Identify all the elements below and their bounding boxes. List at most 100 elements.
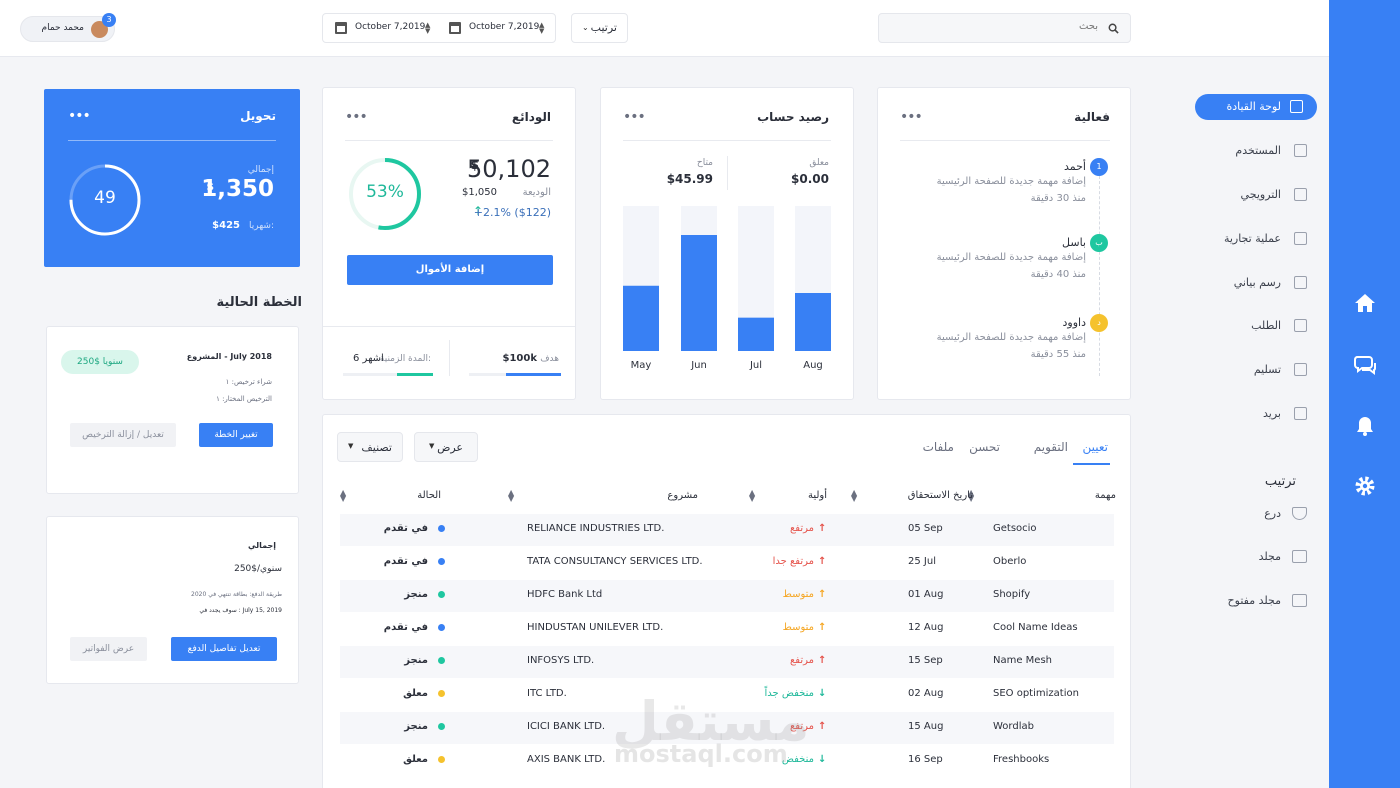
sidebar-item-5[interactable]: الطلب <box>1194 313 1329 339</box>
table-row[interactable]: Cool Name Ideas 12 Aug ↑ متوسط HINDUSTAN… <box>340 613 1114 645</box>
sidebar-section-item-2[interactable]: مجلد مفتوح <box>1194 588 1329 614</box>
filter-label: تصنيف <box>361 441 392 454</box>
more-icon[interactable]: ••• <box>68 108 91 124</box>
tab-1[interactable]: التقويم <box>1033 440 1068 454</box>
view-dropdown[interactable]: ▼ عرض <box>414 432 478 462</box>
sidebar-item-label: مجلد مفتوح <box>1227 594 1281 607</box>
sidebar-item-2[interactable]: الترويجي <box>1194 182 1329 208</box>
sort-icon[interactable]: ▲ ▼ <box>851 488 858 503</box>
sort-icon[interactable]: ▲ ▼ <box>749 488 756 503</box>
table-row[interactable]: Getsocio 05 Sep ↑ مرتفع RELIANCE INDUSTR… <box>340 514 1114 546</box>
status-dot <box>432 589 445 600</box>
home-icon[interactable] <box>1353 291 1377 315</box>
status: معلق <box>403 688 428 699</box>
activity-text: إضافة مهمة جديدة للصفحة الرئيسية <box>936 252 1086 263</box>
priority-arrow-icon: ↓ <box>818 754 827 765</box>
user-chip[interactable]: محمد حمام 3 <box>20 13 116 42</box>
status: معلق <box>403 754 428 765</box>
more-icon[interactable]: ••• <box>345 109 368 125</box>
monthly-value: $425 <box>212 220 240 231</box>
sort-caret-icon: ▲ ▼ <box>539 21 545 35</box>
more-icon[interactable]: ••• <box>900 109 923 125</box>
date-from[interactable]: October 7,2019 <box>355 22 426 32</box>
due-date: 02 Aug <box>908 688 944 699</box>
deposits-title: الودائع <box>511 110 551 124</box>
sidebar-item-4[interactable]: رسم بياني <box>1194 270 1329 296</box>
more-icon[interactable]: ••• <box>623 109 646 125</box>
col-due[interactable]: تاريخ الاستحقاق <box>907 490 973 501</box>
transfer-gauge <box>69 164 141 236</box>
table-row[interactable]: Wordlab 15 Aug ↑ مرتفع ICICI BANK LTD. م… <box>340 712 1114 744</box>
edit-license-button[interactable]: تعديل / إزالة الترخيص <box>70 423 176 447</box>
task-name: Name Mesh <box>993 655 1053 666</box>
sort-icon[interactable]: ▲ ▼ <box>968 488 975 503</box>
sidebar-section-item-1[interactable]: مجلد <box>1194 544 1329 570</box>
date-to[interactable]: October 7,2019 <box>469 22 540 32</box>
search-input[interactable] <box>898 21 1098 32</box>
activity-time: منذ 55 دقيقة <box>1030 349 1086 360</box>
filter-dropdown[interactable]: ▼ تصنيف <box>337 432 403 462</box>
tab-0[interactable]: تعيين <box>1082 440 1108 454</box>
activity-name: أحمد <box>1064 160 1086 173</box>
col-status[interactable]: الحالة <box>417 490 441 501</box>
window-icon <box>1294 319 1307 332</box>
table-row[interactable]: Freshbooks 16 Sep ↓ منخفض AXIS BANK LTD.… <box>340 745 1114 777</box>
magnet-icon <box>1294 188 1307 201</box>
priority-arrow-icon: ↑ <box>818 655 827 666</box>
sidebar-section-item-0[interactable]: درع <box>1194 501 1329 527</box>
folder-open-icon <box>1292 594 1307 607</box>
change-plan-button[interactable]: تغيير الخطة <box>199 423 273 447</box>
priority: منخفض <box>781 754 814 765</box>
timeline-line <box>1099 176 1100 376</box>
deposit-change: +2.1% ($122) <box>473 206 551 219</box>
sidebar-item-7[interactable]: بريد <box>1194 401 1329 427</box>
target-progress <box>469 373 561 376</box>
deposit-percent: 53% <box>366 182 404 202</box>
status-dot <box>432 556 445 567</box>
sort-caret-icon: ▲ ▼ <box>425 21 431 35</box>
sort-icon[interactable]: ▲ ▼ <box>340 488 347 503</box>
sidebar-section-title: ترتيب <box>1264 474 1296 489</box>
chat-icon[interactable] <box>1353 352 1377 376</box>
task-name: Wordlab <box>993 721 1034 732</box>
col-task[interactable]: مهمة <box>1094 490 1116 501</box>
due-date: 25 Jul <box>908 556 936 567</box>
table-row[interactable]: Shopify 01 Aug ↑ متوسط HDFC Bank Ltd منج… <box>340 580 1114 612</box>
timeline-marker: 1 <box>1090 158 1108 176</box>
billing-price: سنوي/$250 <box>234 564 282 574</box>
status: في تقدم <box>383 523 428 534</box>
sidebar-item-6[interactable]: تسليم <box>1194 357 1329 383</box>
folder-icon <box>1292 550 1307 563</box>
target-label: هدف <box>540 354 559 364</box>
sidebar-item-1[interactable]: المستخدم <box>1194 138 1329 164</box>
transfer-title: تحويل <box>240 109 276 123</box>
status-dot <box>432 688 445 699</box>
edit-payment-button[interactable]: تعديل تفاصيل الدفع <box>171 637 277 661</box>
table-row[interactable]: SEO optimization 02 Aug ↓ منخفض جداً ITC… <box>340 679 1114 711</box>
project-name: ICICI BANK LTD. <box>527 721 606 732</box>
sidebar-item-3[interactable]: عملية تجارية <box>1194 226 1329 252</box>
deposit-amount: 50,102 <box>467 155 551 183</box>
sort-dropdown[interactable]: ⌄ ترتيب <box>571 13 628 43</box>
status-dot <box>432 622 445 633</box>
add-funds-button[interactable]: إضافة الأموال <box>347 255 553 285</box>
bell-icon[interactable] <box>1353 414 1377 438</box>
search-box[interactable] <box>878 13 1131 43</box>
gear-icon[interactable] <box>1353 474 1377 498</box>
col-project[interactable]: مشروع <box>667 490 698 501</box>
status: منجز <box>404 721 428 732</box>
tab-2[interactable]: تحسن <box>969 440 1000 454</box>
table-row[interactable]: Oberlo 25 Jul ↑ مرتفع جدا TATA CONSULTAN… <box>340 547 1114 579</box>
due-date: 12 Aug <box>908 622 944 633</box>
sidebar-item-0[interactable]: لوحة القيادة <box>1195 94 1317 120</box>
sort-icon[interactable]: ▲ ▼ <box>508 488 515 503</box>
date-range-picker[interactable]: October 7,2019 ▲ ▼ October 7,2019 ▲ ▼ <box>322 13 556 43</box>
col-priority[interactable]: أولية <box>807 490 827 501</box>
search-icon <box>1108 23 1119 34</box>
status: في تقدم <box>383 556 428 567</box>
tab-3[interactable]: ملفات <box>922 440 954 454</box>
table-row[interactable]: Name Mesh 15 Sep ↑ مرتفع INFOSYS LTD. من… <box>340 646 1114 678</box>
view-invoices-button[interactable]: عرض الفواتير <box>70 637 147 661</box>
activity-time: منذ 40 دقيقة <box>1030 269 1086 280</box>
sidebar-item-label: الترويجي <box>1240 188 1281 201</box>
